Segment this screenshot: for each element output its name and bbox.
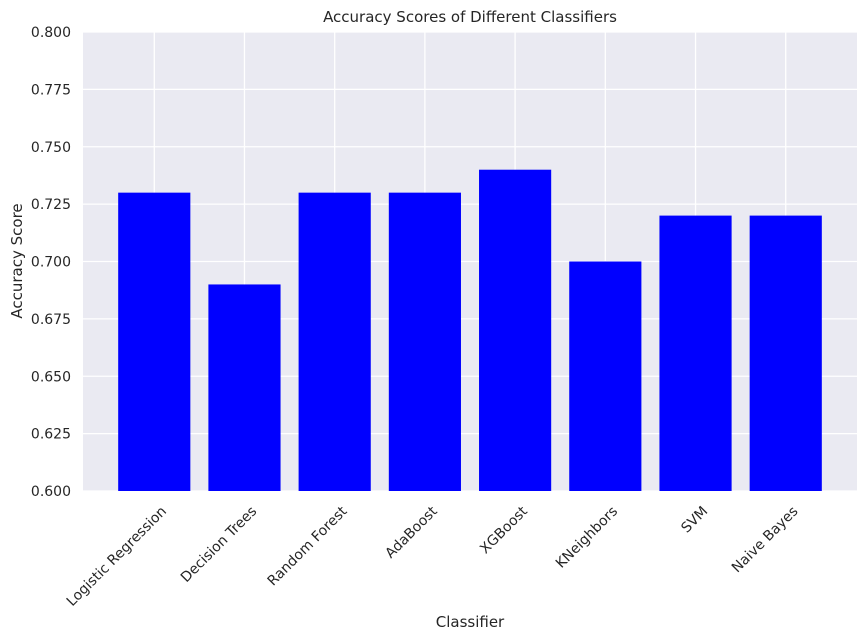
y-tick-label: 0.775 — [31, 82, 71, 98]
x-tick-label: KNeighbors — [553, 503, 621, 571]
bar — [569, 261, 642, 491]
bar — [118, 192, 191, 491]
x-tick-label: Random Forest — [265, 503, 351, 589]
bar — [388, 192, 461, 491]
x-tick-label: AdaBoost — [382, 503, 441, 562]
y-axis-label: Accuracy Score — [8, 203, 26, 318]
x-tick-label: Naive Bayes — [729, 503, 802, 576]
y-tick-label: 0.725 — [31, 197, 71, 213]
x-tick-label: Logistic Regression — [64, 503, 170, 609]
bar — [298, 192, 371, 491]
bar — [749, 215, 822, 491]
y-tick-label: 0.675 — [31, 312, 71, 328]
y-tick-label: 0.750 — [31, 140, 71, 156]
bar — [479, 169, 552, 491]
y-tick-label: 0.625 — [31, 427, 71, 443]
bar — [659, 215, 732, 491]
y-tick-label: 0.600 — [31, 484, 71, 500]
y-tick-label: 0.700 — [31, 255, 71, 271]
x-tick-label: XGBoost — [477, 503, 531, 557]
y-tick-label: 0.800 — [31, 25, 71, 41]
y-tick-label: 0.650 — [31, 369, 71, 385]
x-tick-label: Decision Trees — [178, 503, 260, 585]
x-tick-label: SVM — [678, 503, 711, 536]
x-axis-label: Classifier — [436, 613, 505, 631]
chart-title: Accuracy Scores of Different Classifiers — [323, 8, 617, 26]
bar — [208, 284, 281, 491]
